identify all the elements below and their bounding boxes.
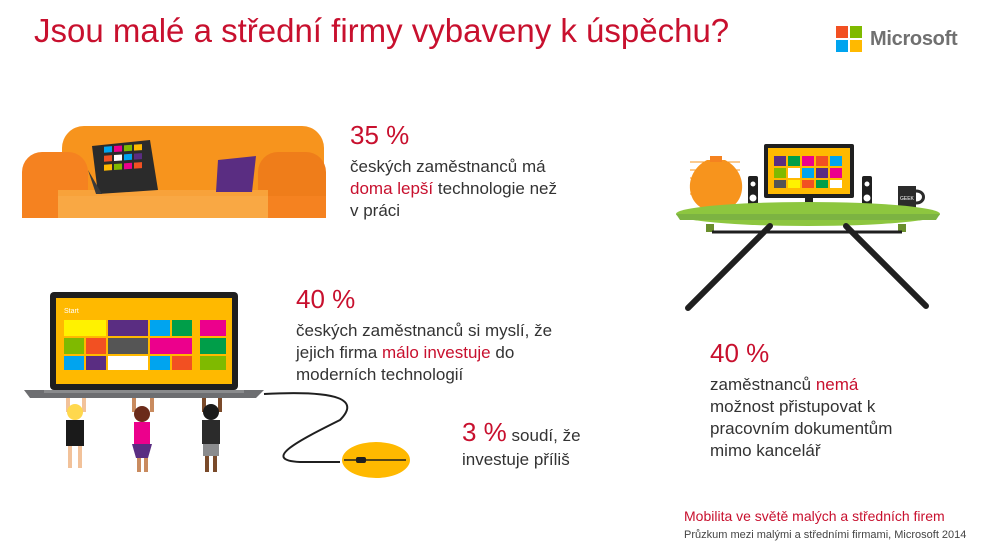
logo-square-red (836, 26, 848, 38)
footer-source: Průzkum mezi malými a středními firmami,… (684, 529, 967, 541)
stat-percent: 40 % (296, 284, 356, 314)
lamp-icon (689, 156, 743, 208)
microsoft-logo: Microsoft (836, 26, 958, 52)
stat-description: 3 % soudí, že investuje příliš (462, 417, 642, 472)
desc-text: moderních technologií (296, 365, 464, 384)
desc-text: technologie než (433, 179, 557, 198)
stat-description: českých zaměstnanců má doma lepší techno… (350, 156, 610, 222)
desc-line: pracovním dokumentům (710, 418, 970, 440)
footer-title: Mobilita ve světě malých a středních fir… (684, 508, 945, 524)
stat-home-technology: 35 % českých zaměstnanců má doma lepší t… (350, 120, 610, 222)
laptop-illustration: Start (24, 292, 410, 478)
desc-text: zaměstnanců (710, 375, 816, 394)
logo-text: Microsoft (870, 27, 958, 50)
people-illustration (66, 398, 222, 472)
logo-square-yellow (850, 40, 862, 52)
desc-highlight: nemá (815, 375, 859, 394)
desc-text: českých zaměstnanců má (350, 157, 546, 176)
stat-low-investment: 40 % českých zaměstnanců si myslí, že je… (296, 284, 596, 386)
stat-too-much-investment: 3 % soudí, že investuje příliš (462, 417, 642, 472)
desc-line: českých zaměstnanců má (350, 156, 610, 178)
desc-text: českých zaměstnanců si myslí, že (296, 321, 553, 340)
desc-line: moderních technologií (296, 364, 596, 386)
logo-square-blue (836, 40, 848, 52)
microsoft-logo-icon (836, 26, 862, 52)
desc-line: mimo kancelář (710, 440, 970, 462)
desc-text: možnost přistupovat k (710, 397, 876, 416)
desc-line: investuje příliš (462, 448, 642, 472)
monitor-icon (764, 144, 854, 209)
mouse-icon (342, 442, 410, 478)
desc-line: v práci (350, 200, 610, 222)
speaker-left-icon (748, 176, 758, 208)
stat-percent: 40 % (710, 338, 770, 368)
stat-percent: 35 % (350, 120, 410, 150)
desc-text: soudí, že (511, 426, 581, 445)
desc-line: 3 % soudí, že (462, 417, 642, 448)
desc-line: doma lepší technologie než (350, 178, 610, 200)
stat-no-remote-access: 40 % zaměstnanců nemá možnost přistupova… (710, 338, 970, 462)
stat-percent: 3 % (462, 417, 507, 447)
desc-line: zaměstnanců nemá (710, 374, 970, 396)
desc-text: v práci (350, 201, 401, 220)
tablet-icon (88, 140, 158, 194)
page-title: Jsou malé a střední firmy vybaveny k úsp… (34, 12, 730, 49)
desc-line: jejich firma málo investuje do (296, 342, 596, 364)
desc-highlight: doma lepší (350, 179, 434, 198)
desc-text: jejich firma (296, 343, 382, 362)
mug-label: GEEK (900, 196, 915, 202)
stat-description: zaměstnanců nemá možnost přistupovat k p… (710, 374, 970, 462)
desc-text: investuje příliš (462, 450, 570, 469)
desc-line: českých zaměstnanců si myslí, že (296, 320, 596, 342)
stat-description: českých zaměstnanců si myslí, že jejich … (296, 320, 596, 386)
desc-highlight: málo investuje (381, 343, 491, 362)
mug-icon: GEEK (898, 186, 925, 208)
speaker-right-icon (862, 176, 872, 208)
desc-text: mimo kancelář (710, 441, 821, 460)
sofa-illustration (22, 126, 326, 218)
desc-text: pracovním dokumentům (710, 419, 893, 438)
desc-line: možnost přistupovat k (710, 396, 970, 418)
laptop-screen-label: Start (64, 308, 79, 315)
logo-square-green (850, 26, 862, 38)
desk-illustration: GEEK (676, 144, 940, 311)
desc-text: do (490, 343, 515, 362)
